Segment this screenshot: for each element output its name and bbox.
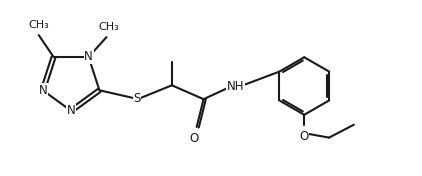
Text: S: S (133, 92, 141, 105)
Text: CH₃: CH₃ (98, 22, 119, 32)
Text: N: N (84, 51, 93, 64)
Text: N: N (38, 84, 47, 97)
Text: CH₃: CH₃ (28, 20, 49, 30)
Text: O: O (300, 130, 309, 143)
Text: N: N (67, 104, 76, 117)
Text: NH: NH (227, 80, 244, 93)
Text: O: O (189, 132, 198, 145)
